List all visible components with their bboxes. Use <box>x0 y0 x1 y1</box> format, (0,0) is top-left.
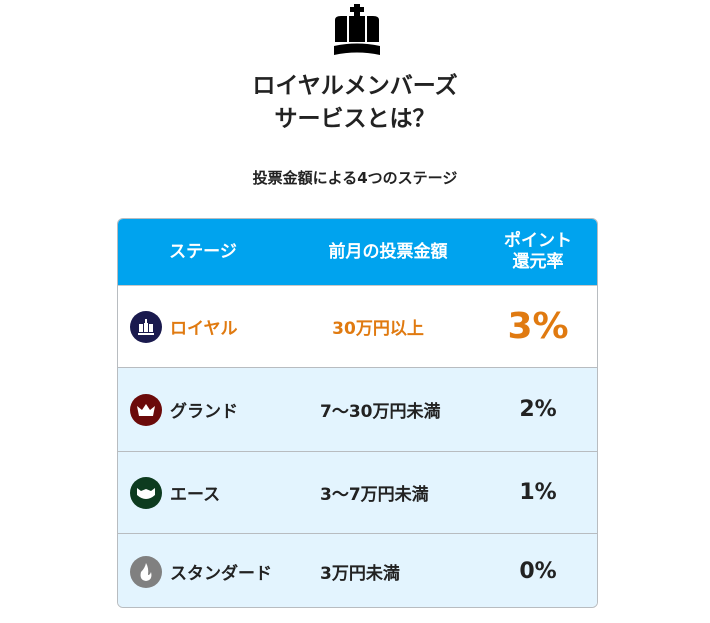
col-stage: ステージ <box>169 241 237 262</box>
crown-icon <box>334 4 380 55</box>
table-row: グランド 7〜30万円未満 2% <box>118 367 597 451</box>
ace-icon <box>130 476 162 509</box>
stage-table: ステージ 前月の投票金額 ポイント 還元率 ロイヤル 30万円以上 3% グランド… <box>117 218 598 608</box>
table-header: ステージ 前月の投票金額 ポイント 還元率 <box>118 219 597 285</box>
subtitle: 投票金額による4つのステージ <box>252 169 458 187</box>
col-amount: 前月の投票金額 <box>328 241 448 262</box>
table-row: ロイヤル 30万円以上 3% <box>118 285 597 367</box>
table-row: スタンダード 3万円未満 0% <box>118 533 597 607</box>
page-title: ロイヤルメンバーズ サービスとは？ <box>252 73 458 132</box>
royal-crown-icon <box>130 310 162 343</box>
table-row: エース 3〜7万円未満 1% <box>118 451 597 533</box>
col-rate: ポイント 還元率 <box>504 231 572 272</box>
grand-crown-icon <box>130 393 162 426</box>
flame-icon <box>130 555 162 588</box>
